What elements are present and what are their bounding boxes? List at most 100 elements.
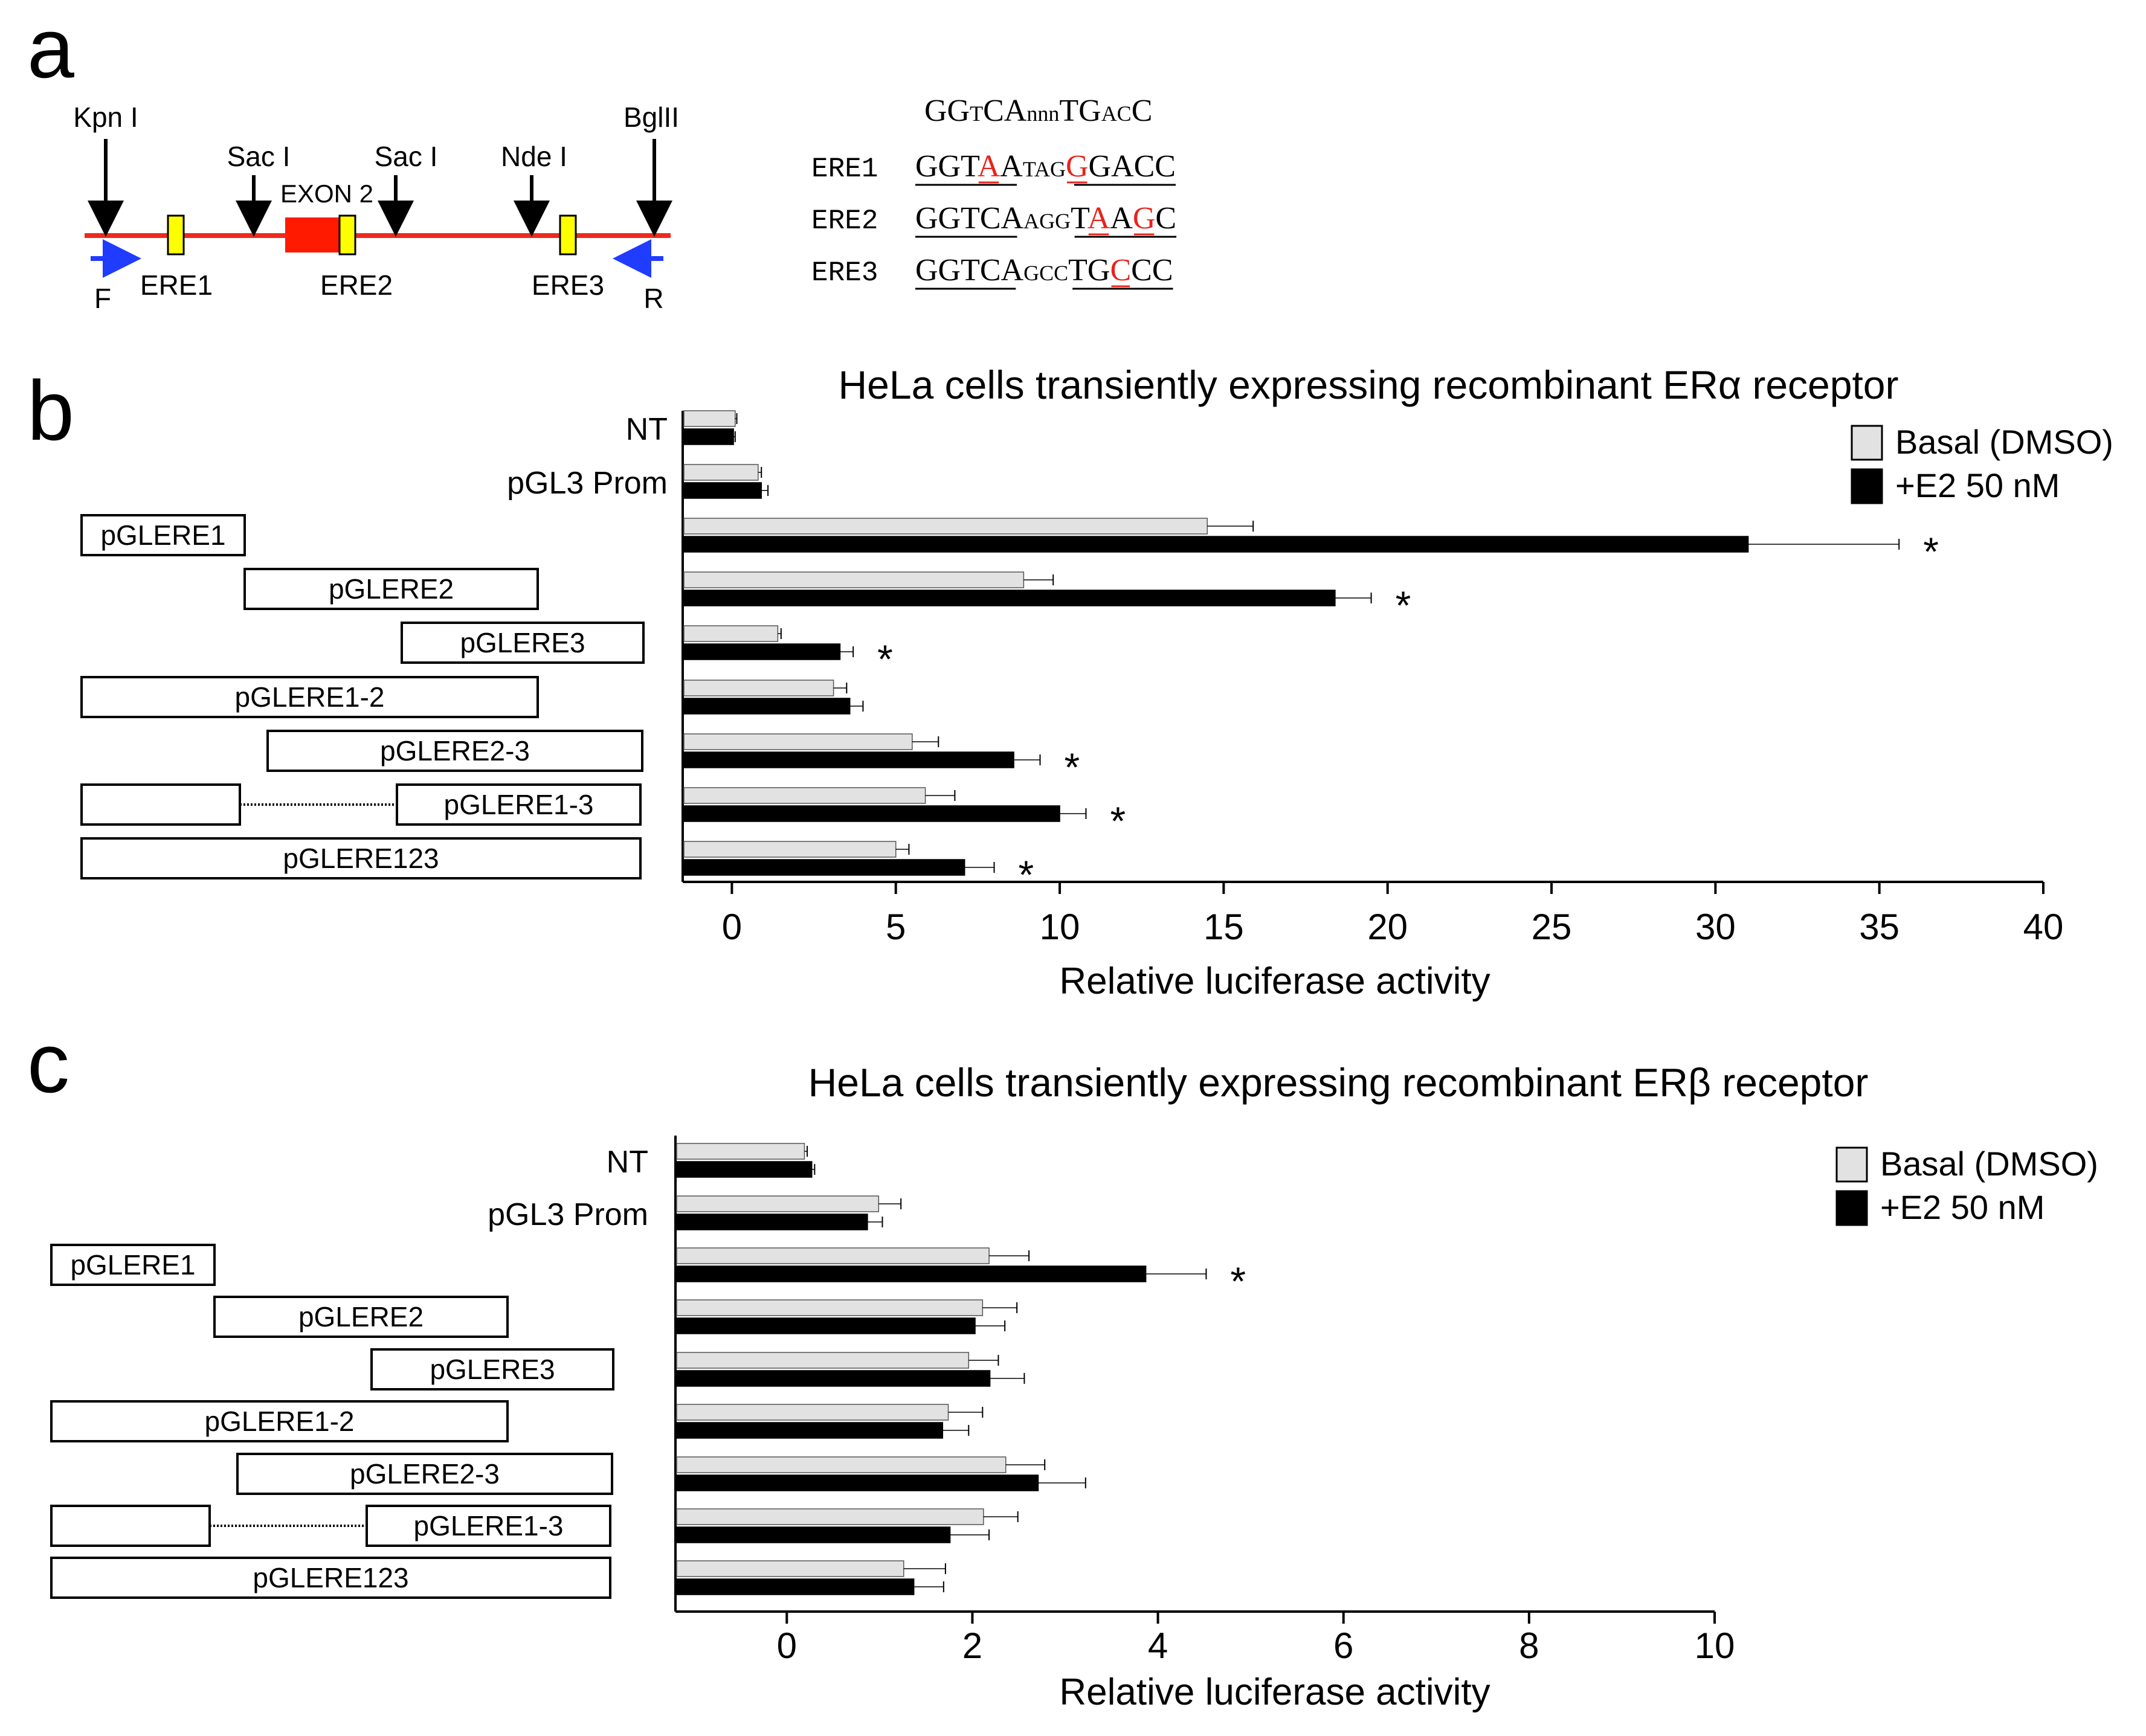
legend-swatch-basal	[1851, 425, 1883, 461]
legend-label-basal: Basal (DMSO)	[1895, 423, 2113, 461]
e2-bar	[683, 590, 1336, 606]
ere-seq-2-part-2: T	[1071, 201, 1089, 236]
category-label: pGL3 Prom	[488, 1197, 648, 1232]
primer-f-label: F	[94, 283, 111, 314]
x-tick-label: 30	[1695, 907, 1736, 947]
basal-bar	[683, 841, 897, 858]
exon-2-label: EXON 2	[280, 179, 373, 208]
pglere1-3-label: pGLERE1-3	[443, 789, 593, 820]
e2-bar	[683, 859, 965, 876]
e2-bar	[676, 1161, 813, 1178]
pglere1-2-box	[50, 1400, 509, 1442]
pglere2-box	[213, 1296, 509, 1338]
exon-2-box	[285, 217, 340, 252]
legend-label-e2: +E2 50 nM	[1880, 1188, 2044, 1226]
basal-bar	[676, 1247, 990, 1264]
ere3-map-label: ERE3	[532, 269, 604, 301]
pglere1-2-label: pGLERE1-2	[204, 1406, 354, 1437]
pglere1-3-box-left	[80, 783, 241, 826]
panel-b-letter: b	[27, 363, 74, 458]
ere-seq-1-part-4: G	[1066, 149, 1089, 184]
basal-bar	[676, 1560, 904, 1577]
sac-i-label-2: Sac I	[375, 141, 438, 172]
x-tick-label: 0	[777, 1625, 797, 1666]
pglere2-3-label: pGLERE2-3	[350, 1458, 500, 1490]
ere-seq-3-part-1: GCC	[1023, 261, 1068, 285]
legend-swatch-e2	[1835, 1190, 1868, 1226]
basal-bar	[676, 1195, 880, 1212]
pglere2-3-box	[236, 1453, 613, 1495]
pglere1-label: pGLERE1	[100, 519, 225, 551]
x-tick-label: 0	[722, 907, 742, 947]
basal-bar	[676, 1299, 984, 1316]
ere-seq-3-part-0: GGTCA	[915, 253, 1024, 288]
pglere1-3-label: pGLERE1-3	[413, 1510, 563, 1542]
pglere1-3-box-right	[396, 783, 642, 826]
ere3-box	[559, 214, 577, 256]
legend-label-basal: Basal (DMSO)	[1880, 1145, 2098, 1183]
pglere1-3-box-right	[366, 1505, 611, 1547]
pglere2-box	[243, 568, 539, 610]
ere-seq-1-part-1: A	[978, 149, 1000, 184]
basal-bar	[683, 680, 834, 696]
pglere3-box	[370, 1348, 614, 1390]
category-label: NT	[607, 1145, 648, 1180]
ere-seq-1-part-0: GGT	[915, 149, 979, 184]
ere-seq-1-part-5: GACC	[1089, 149, 1176, 184]
ere-seq-name-2: ERE2	[811, 205, 878, 237]
pglere1-label: pGLERE1	[70, 1249, 195, 1281]
ere-seq-name-1: ERE1	[811, 153, 878, 185]
ere-seq-3-part-2: TG	[1068, 253, 1110, 288]
pglere3-label: pGLERE3	[430, 1354, 555, 1385]
x-tick-label: 6	[1333, 1625, 1353, 1666]
pglere2-3-label: pGLERE2-3	[380, 735, 530, 767]
basal-bar	[676, 1143, 805, 1160]
e2-bar	[676, 1578, 915, 1595]
significance-star: *	[1064, 745, 1080, 789]
gene-map: Kpn I Sac I EXON 2 Sac I Nde I BglII F R…	[73, 101, 679, 314]
chart-er-alpha: HeLa cells transiently expressing recomb…	[507, 362, 2113, 1002]
category-label: pGL3 Prom	[507, 466, 668, 501]
basal-bar	[676, 1404, 949, 1421]
x-axis-label: Relative luciferase activity	[1059, 960, 1490, 1002]
pglere2-3-box	[266, 730, 643, 772]
ere-seq-2-part-1: AGG	[1023, 209, 1071, 233]
basal-bar	[676, 1456, 1007, 1473]
x-axis-label: Relative luciferase activity	[1059, 1671, 1490, 1713]
chart-title: HeLa cells transiently expressing recomb…	[839, 362, 1899, 407]
consensus-sequence-part-2: CA	[983, 94, 1027, 128]
pglere2-label: pGLERE2	[329, 573, 454, 605]
x-tick-label: 2	[962, 1625, 982, 1666]
ere1-box	[167, 214, 185, 256]
bglii-label: BglII	[624, 101, 679, 133]
e2-bar	[676, 1265, 1147, 1282]
pglere123-label: pGLERE123	[253, 1562, 408, 1593]
pglere123-label: pGLERE123	[283, 843, 439, 874]
x-tick-label: 20	[1367, 907, 1408, 947]
legend-label-e2: +E2 50 nM	[1895, 466, 2060, 504]
e2-bar	[683, 698, 851, 715]
pglere123-box	[50, 1557, 611, 1599]
ere-seq-3-part-3: C	[1110, 253, 1131, 288]
consensus-sequence: GGTCAnnnTGACC	[924, 94, 1152, 128]
panel-c-letter: c	[27, 1015, 69, 1110]
pglere3-label: pGLERE3	[460, 627, 585, 658]
pglere1-3-box-left	[50, 1505, 211, 1547]
basal-bar	[683, 787, 926, 804]
x-tick-label: 5	[886, 907, 906, 947]
category-label: NT	[626, 412, 668, 447]
e2-bar	[683, 751, 1014, 768]
pglere1-2-box	[80, 676, 539, 718]
legend-swatch-basal	[1835, 1146, 1868, 1183]
ere-seq-2-part-5: G	[1133, 201, 1156, 236]
consensus-sequence-part-1: T	[970, 101, 983, 126]
consensus-sequence-part-0: GG	[924, 94, 970, 128]
ere-seq-2-part-3: A	[1088, 201, 1110, 236]
x-tick-label: 15	[1204, 907, 1244, 947]
pglere2-label: pGLERE2	[298, 1301, 424, 1333]
e2-bar	[683, 643, 841, 660]
consensus-sequence-part-3: nnn	[1026, 101, 1059, 126]
pglere1-box	[50, 1244, 216, 1286]
kpn-i-label: Kpn I	[73, 101, 138, 133]
